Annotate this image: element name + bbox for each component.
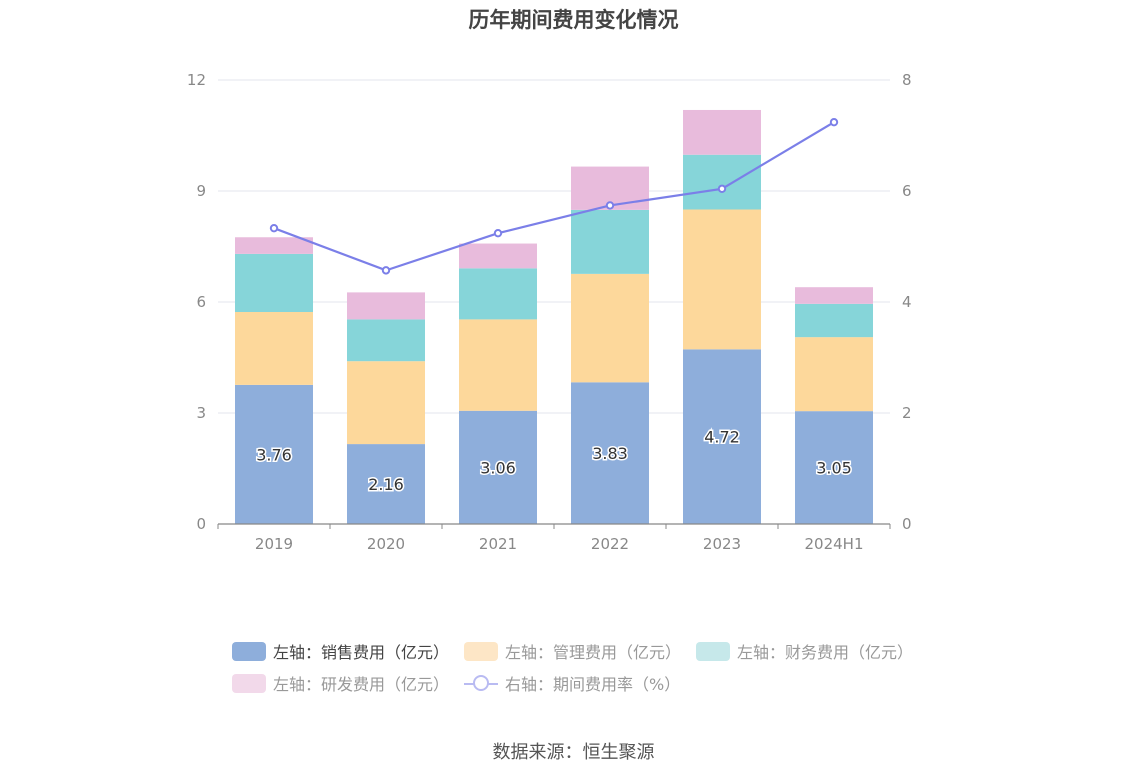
bar-segment-0	[347, 444, 425, 524]
bar-segment-3	[459, 243, 537, 269]
bar-segment-2	[235, 253, 313, 312]
bar-segment-3	[347, 292, 425, 320]
bar-segment-2	[683, 154, 761, 210]
bar-segment-1	[459, 319, 537, 411]
expense-rate-point	[717, 184, 727, 193]
bar-segment-0	[795, 411, 873, 524]
expense-rate-line	[273, 121, 835, 272]
bar-segment-1	[683, 209, 761, 350]
legend-swatch-admin	[464, 641, 498, 661]
right-axis-tick-label: 0	[902, 515, 912, 533]
bar-segment-0	[683, 349, 761, 524]
data-label: 3.76	[256, 445, 292, 464]
data-label: 4.72	[704, 428, 740, 447]
legend-label-finance: 左轴：财务费用（亿元）	[737, 643, 914, 662]
data-label-layer: 3.76 2.16 3.06 3.83 4.72 3.05	[255, 426, 854, 495]
bar-segment-1	[235, 311, 313, 385]
data-label: 2.16	[368, 475, 404, 494]
bar-segment-2	[459, 268, 537, 320]
left-axis-tick-label: 6	[196, 293, 206, 311]
right-axis-tick-label: 8	[902, 71, 912, 89]
expense-rate-point	[381, 266, 391, 275]
bar-segment-2	[347, 319, 425, 362]
source-note: 数据来源：恒生聚源	[492, 742, 655, 763]
legend-label-rd: 左轴：研发费用（亿元）	[273, 675, 450, 694]
data-label: 3.83	[592, 444, 628, 463]
bar-layer	[235, 109, 873, 524]
legend-swatch-finance	[696, 641, 730, 661]
right-axis-tick-label: 6	[902, 182, 912, 200]
x-axis-tick-label: 2023	[703, 535, 741, 553]
left-axis-tick-label: 0	[196, 515, 206, 533]
line-layer	[269, 117, 839, 275]
bar-segment-0	[235, 384, 313, 524]
bar-segment-3	[235, 237, 313, 254]
x-axis-tick-label: 2019	[255, 535, 293, 553]
left-axis-tick-label: 9	[196, 182, 206, 200]
bar-segment-1	[795, 337, 873, 412]
bar-segment-1	[347, 361, 425, 445]
x-axis-tick-label: 2021	[479, 535, 517, 553]
legend-item-admin[interactable]: 左轴：管理费用（亿元）	[464, 638, 681, 664]
legend-label-sales: 左轴：销售费用（亿元）	[273, 643, 450, 662]
bar-segment-3	[683, 109, 761, 155]
bar-segment-3	[795, 287, 873, 304]
grid-lines	[218, 79, 890, 414]
right-axis-tick-label: 4	[902, 293, 912, 311]
legend-item-rd[interactable]: 左轴：研发费用（亿元）	[232, 670, 449, 696]
expense-rate-point	[829, 117, 839, 127]
left-axis-tick-label: 12	[187, 71, 206, 89]
bar-segment-2	[571, 209, 649, 274]
legend-item-sales[interactable]: 左轴：销售费用（亿元）	[232, 638, 449, 664]
data-label: 3.06	[480, 458, 516, 477]
bar-segment-1	[571, 273, 649, 383]
expense-rate-point	[269, 223, 279, 233]
legend-swatch-rd	[232, 673, 266, 693]
legend-label-expense-rate: 右轴：期间费用率（%）	[505, 675, 681, 694]
chart-title: 历年期间费用变化情况	[468, 8, 679, 32]
legend-swatch-sales	[232, 641, 266, 661]
bar-segment-0	[459, 410, 537, 524]
legend-label-admin: 左轴：管理费用（亿元）	[505, 643, 682, 662]
expense-rate-point	[493, 228, 503, 238]
expense-rate-point	[605, 201, 615, 210]
left-axis-tick-label: 3	[196, 404, 206, 422]
right-axis-tick-label: 2	[902, 404, 912, 422]
axis-layer: 0 3 6 9 12 0 2 4 6 8 2019 2020 2021 2022 2023 2024H1	[187, 71, 912, 553]
x-axis-tick-label: 2020	[367, 535, 405, 553]
x-axis-tick-label: 2024H1	[805, 535, 864, 553]
legend-swatch-expense-rate	[464, 674, 498, 693]
data-label: 3.05	[816, 459, 852, 478]
bar-segment-0	[571, 382, 649, 524]
bar-segment-2	[795, 303, 873, 338]
x-axis-tick-label: 2022	[591, 535, 629, 553]
legend-item-finance[interactable]: 左轴：财务费用（亿元）	[696, 638, 913, 664]
legend-item-expense-rate[interactable]: 右轴：期间费用率（%）	[464, 670, 680, 696]
